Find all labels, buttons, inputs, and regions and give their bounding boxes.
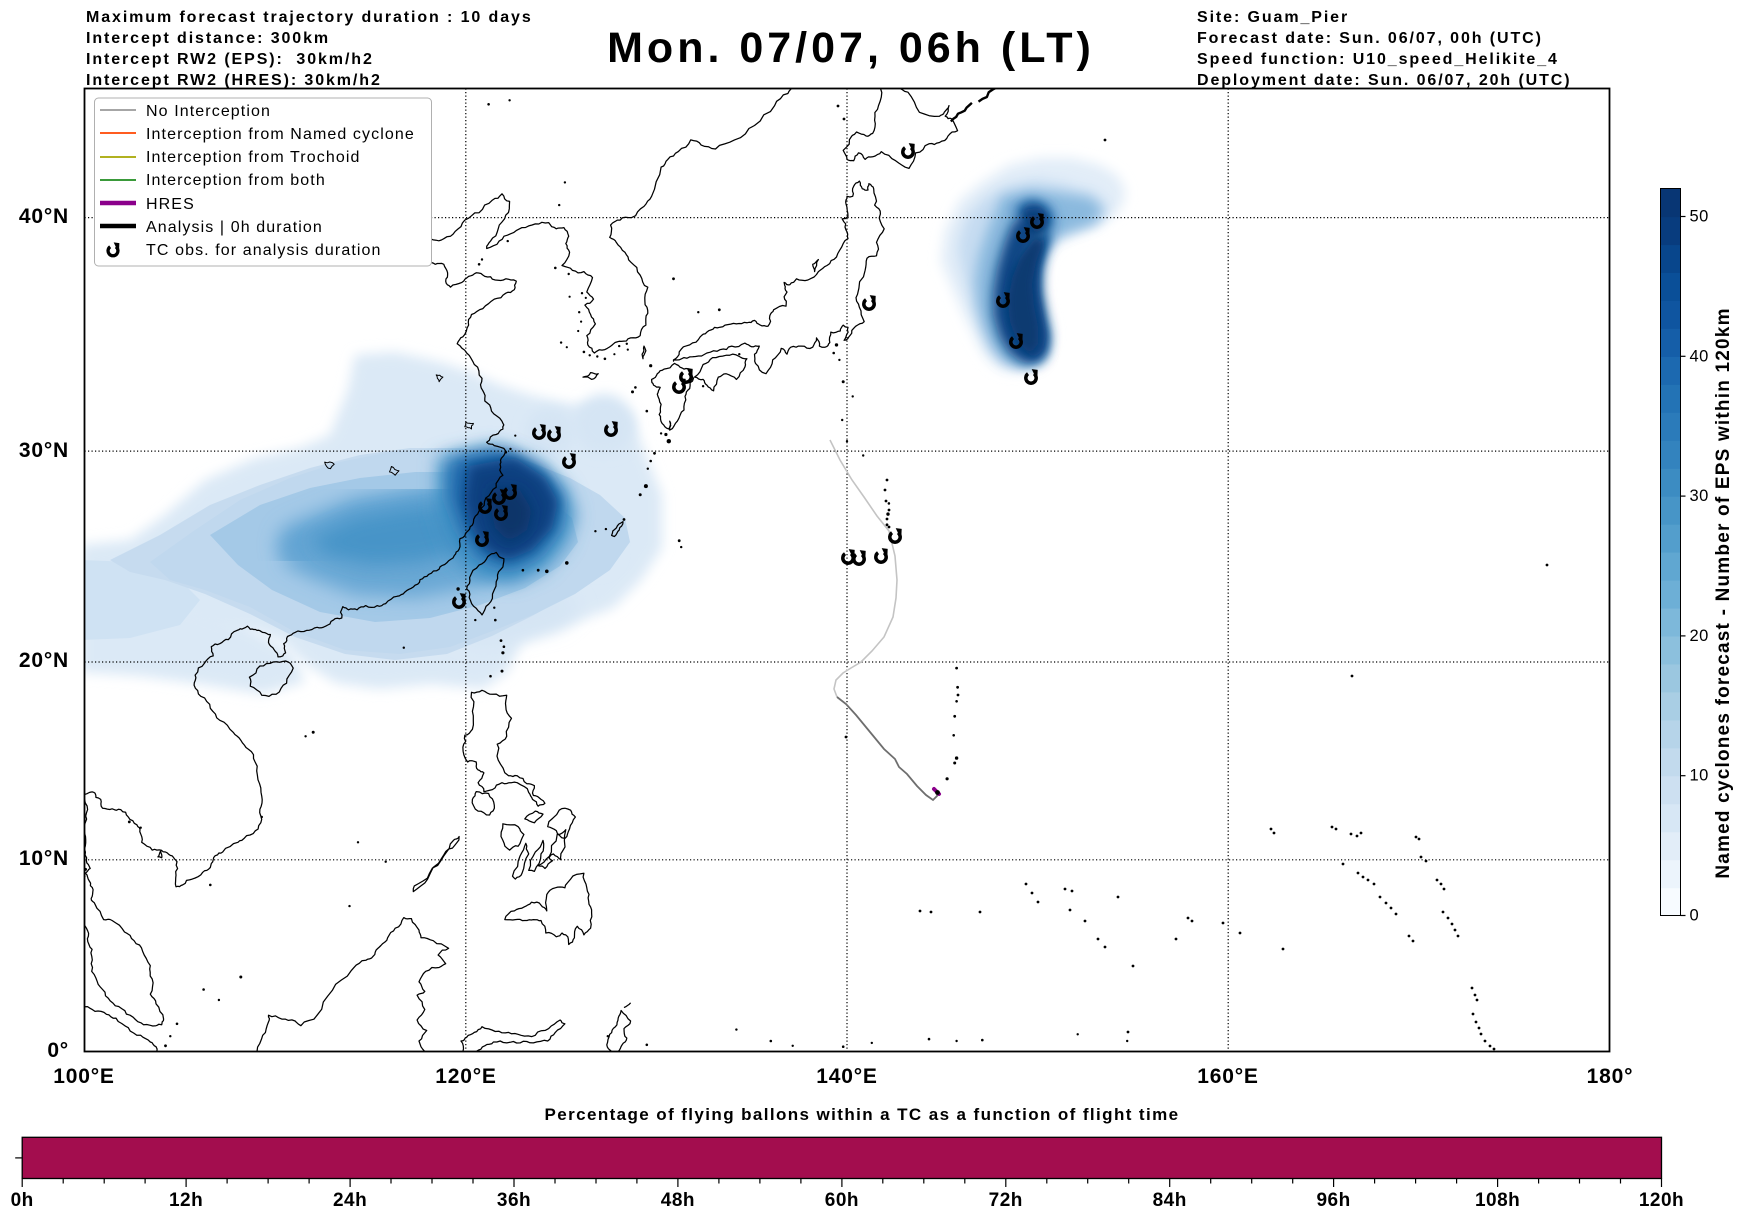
svg-text:160°E: 160°E <box>1197 1065 1258 1088</box>
svg-text:60h: 60h <box>825 1190 859 1211</box>
svg-text:0h: 0h <box>11 1190 34 1211</box>
svg-text:Named cyclones forecast - Numb: Named cyclones forecast - Number of EPS … <box>1713 307 1734 878</box>
svg-text:Interception from Trochoid: Interception from Trochoid <box>146 149 360 166</box>
svg-text:36h: 36h <box>497 1190 531 1211</box>
svg-text:Intercept RW2 (EPS): 30km/h2: Intercept RW2 (EPS): 30km/h2 <box>86 51 374 68</box>
svg-text:Speed function: U10_speed_Heli: Speed function: U10_speed_Helikite_4 <box>1197 51 1559 68</box>
svg-text:180°: 180° <box>1587 1065 1634 1088</box>
svg-text:100°E: 100°E <box>53 1065 114 1088</box>
svg-text:Interception from Named cyclon: Interception from Named cyclone <box>146 126 415 143</box>
svg-text:No Interception: No Interception <box>146 103 271 120</box>
svg-text:Analysis | 0h duration: Analysis | 0h duration <box>146 219 323 236</box>
svg-text:10°N: 10°N <box>19 847 69 870</box>
svg-text:Deployment date: Sun. 06/07, 2: Deployment date: Sun. 06/07, 20h (UTC) <box>1197 72 1571 89</box>
svg-text:Intercept RW2 (HRES): 30km/h2: Intercept RW2 (HRES): 30km/h2 <box>86 72 382 89</box>
svg-text:108h: 108h <box>1475 1190 1520 1211</box>
svg-text:10: 10 <box>1690 767 1709 785</box>
svg-text:140°E: 140°E <box>816 1065 877 1088</box>
svg-text:50: 50 <box>1690 208 1709 226</box>
svg-text:Percentage of flying ballons w: Percentage of flying ballons within a TC… <box>545 1105 1180 1124</box>
svg-text:84h: 84h <box>1153 1190 1187 1211</box>
svg-text:20: 20 <box>1690 627 1709 645</box>
svg-text:Maximum forecast trajectory du: Maximum forecast trajectory duration : 1… <box>86 9 533 26</box>
svg-text:96h: 96h <box>1316 1190 1350 1211</box>
svg-text:40: 40 <box>1690 347 1709 365</box>
svg-text:72h: 72h <box>989 1190 1023 1211</box>
svg-text:120h: 120h <box>1639 1190 1684 1211</box>
svg-text:Site: Guam_Pier: Site: Guam_Pier <box>1197 9 1349 26</box>
svg-text:Intercept distance: 300km: Intercept distance: 300km <box>86 30 330 47</box>
svg-text:30: 30 <box>1690 487 1709 505</box>
svg-text:24h: 24h <box>333 1190 367 1211</box>
svg-text:Mon. 07/07, 06h (LT): Mon. 07/07, 06h (LT) <box>607 24 1095 72</box>
svg-text:48h: 48h <box>661 1190 695 1211</box>
svg-text:TC obs. for analysis duration: TC obs. for analysis duration <box>146 242 382 259</box>
svg-text:20°N: 20°N <box>19 649 69 672</box>
svg-text:HRES: HRES <box>146 196 195 213</box>
svg-text:Interception from both: Interception from both <box>146 172 326 189</box>
svg-text:0: 0 <box>1690 907 1700 925</box>
svg-text:120°E: 120°E <box>435 1065 496 1088</box>
svg-text:40°N: 40°N <box>19 205 69 228</box>
svg-text:30°N: 30°N <box>19 439 69 462</box>
svg-text:12h: 12h <box>169 1190 203 1211</box>
svg-text:0°: 0° <box>47 1039 69 1062</box>
svg-text:Forecast date: Sun. 06/07, 00h: Forecast date: Sun. 06/07, 00h (UTC) <box>1197 30 1543 47</box>
